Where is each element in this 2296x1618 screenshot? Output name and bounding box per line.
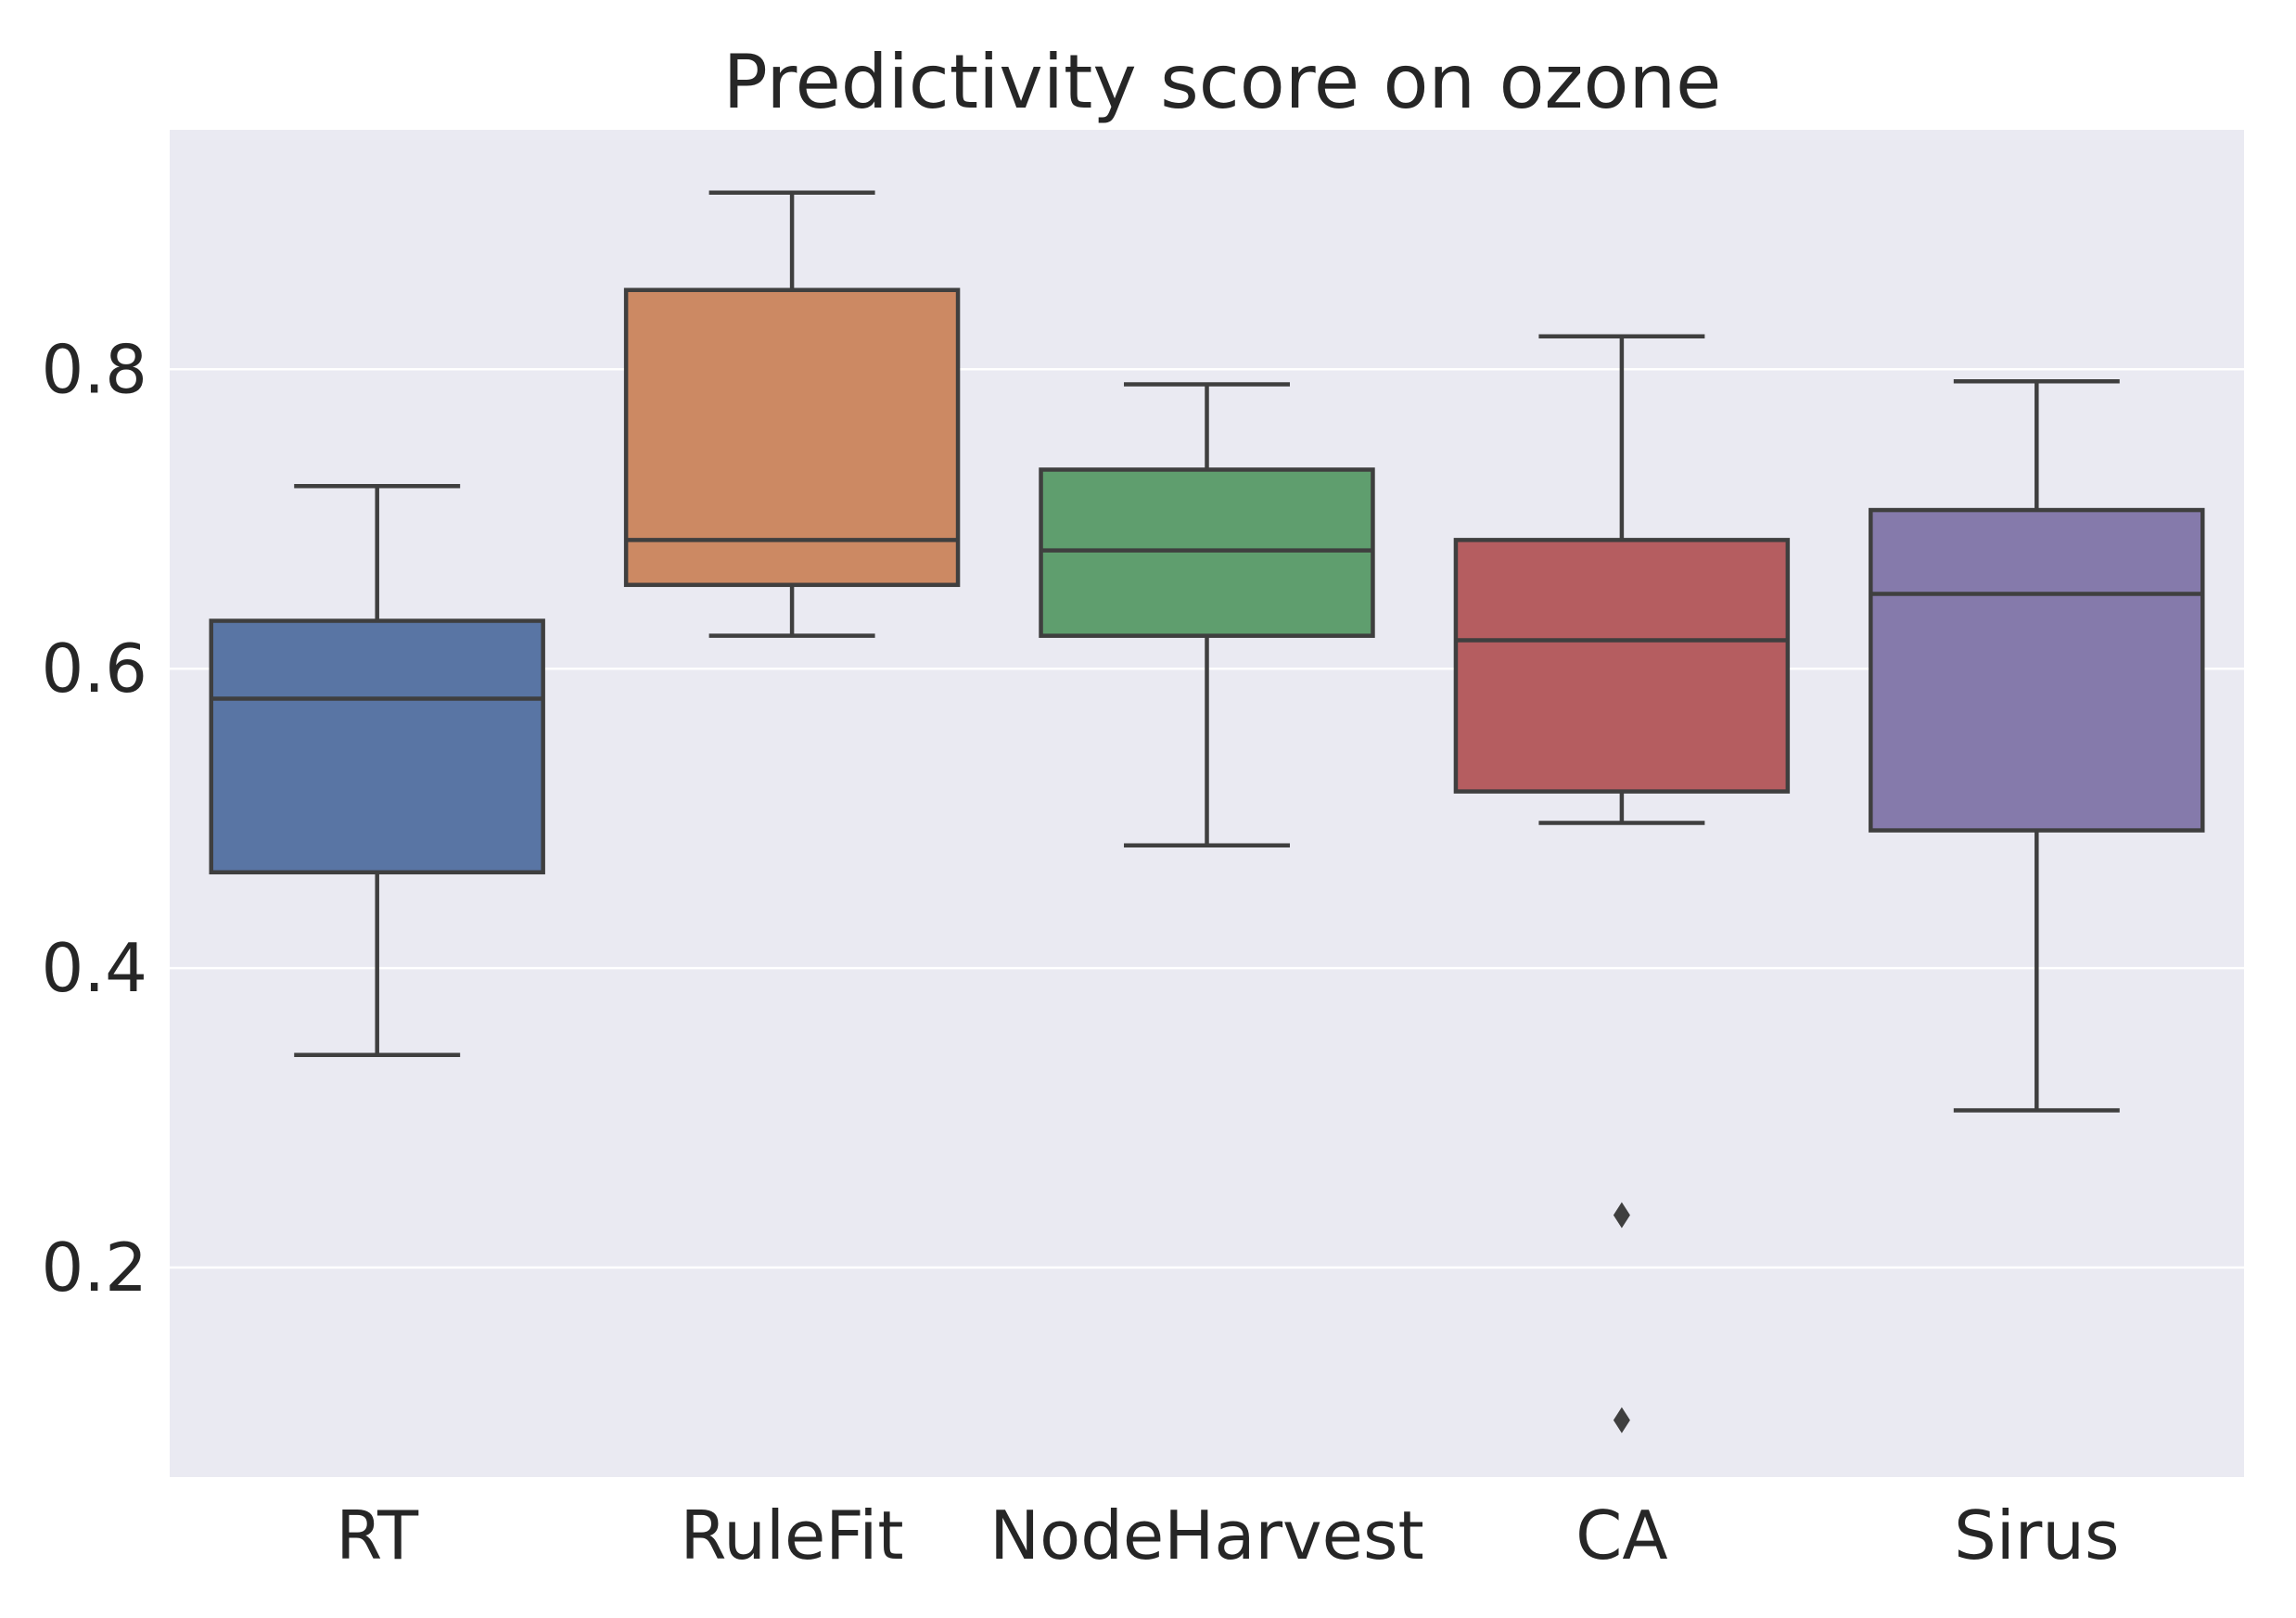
x-axis-ticks: RT RuleFit NodeHarvest CA Sirus: [336, 1497, 2119, 1574]
y-tick-label: 0.4: [41, 929, 147, 1007]
box-nodeharvest: [1039, 382, 1375, 847]
box-ca: [1453, 334, 1791, 1433]
x-tick-label-ca: CA: [1575, 1497, 1668, 1574]
box-rulefit: [623, 190, 961, 638]
y-tick-label: 0.6: [41, 630, 147, 707]
box-body: [1869, 507, 2205, 833]
y-tick-label: 0.2: [41, 1229, 147, 1306]
x-tick-label-nodeharvest: NodeHarvest: [989, 1497, 1423, 1574]
box-body: [1039, 467, 1375, 638]
x-tick-label-rt: RT: [336, 1497, 419, 1574]
chart-title: Predictivity score on ozone: [723, 39, 1722, 125]
x-tick-label-rulefit: RuleFit: [681, 1497, 904, 1574]
boxes: [209, 190, 2205, 1433]
box-sirus: [1869, 378, 2205, 1113]
box-body: [209, 618, 545, 875]
y-axis-ticks: 0.2 0.4 0.6 0.8: [41, 330, 147, 1306]
x-tick-label-sirus: Sirus: [1954, 1497, 2119, 1574]
outlier-point: [1613, 1407, 1630, 1433]
box-body: [623, 287, 961, 588]
box-rt: [209, 483, 545, 1057]
y-tick-label: 0.8: [41, 330, 147, 408]
box-body: [1453, 538, 1791, 794]
outlier-point: [1613, 1202, 1630, 1229]
